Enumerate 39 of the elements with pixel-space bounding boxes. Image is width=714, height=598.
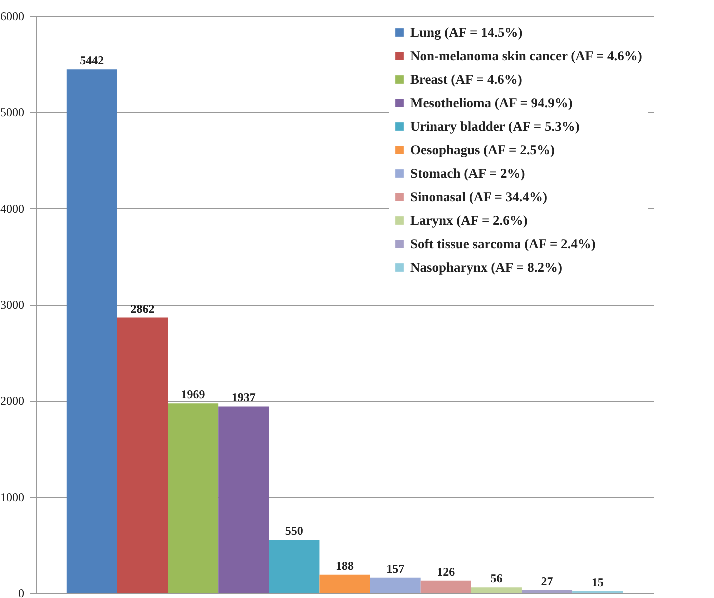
bar [522, 590, 573, 593]
legend-label: Urinary bladder (AF = 5.3%) [410, 118, 580, 134]
legend-label: Lung (AF = 14.5%) [410, 24, 523, 40]
data-label: 15 [592, 576, 604, 590]
legend-label: Nasopharynx (AF = 8.2%) [410, 260, 562, 275]
data-label: 56 [490, 572, 503, 586]
bar [66, 70, 118, 593]
legend-label: Sinonasal (AF = 34.4%) [410, 189, 548, 204]
bar [420, 580, 472, 593]
legend-label: Mesothelioma (AF = 94.9%) [410, 95, 573, 110]
data-label: 126 [437, 564, 456, 579]
bar [370, 578, 421, 593]
bar [117, 318, 168, 593]
legend-label: Oesophagus (AF = 2.5%) [410, 142, 555, 158]
y-tick-label: 4000 [0, 202, 24, 216]
bar [320, 574, 370, 593]
bar [269, 540, 320, 593]
legend-label: Non-melanoma skin cancer (AF = 4.6%) [410, 48, 642, 64]
y-tick-label: 3000 [0, 298, 24, 312]
legend-label: Stomach (AF = 2%) [410, 166, 526, 181]
data-label: 1937 [232, 390, 256, 405]
data-label: 2862 [130, 302, 155, 316]
data-label: 188 [336, 558, 354, 573]
bar [168, 404, 219, 593]
legend-label: Soft tissue sarcoma (AF = 2.4%) [410, 236, 596, 252]
data-label: 27 [541, 574, 554, 588]
data-label: 550 [285, 524, 304, 538]
y-tick-label: 5000 [0, 106, 24, 120]
data-label: 1969 [181, 388, 206, 402]
bar [218, 406, 270, 593]
data-label: 157 [386, 562, 405, 576]
y-tick-label: 0 [18, 586, 24, 598]
y-tick-label: 6000 [0, 10, 24, 24]
legend-label: Breast (AF = 4.6%) [410, 72, 522, 87]
y-tick-label: 2000 [0, 394, 24, 408]
legend-label: Larynx (AF = 2.6%) [410, 212, 528, 228]
bar [471, 588, 522, 593]
y-tick-label: 1000 [0, 490, 24, 504]
data-label: 5442 [80, 54, 104, 68]
